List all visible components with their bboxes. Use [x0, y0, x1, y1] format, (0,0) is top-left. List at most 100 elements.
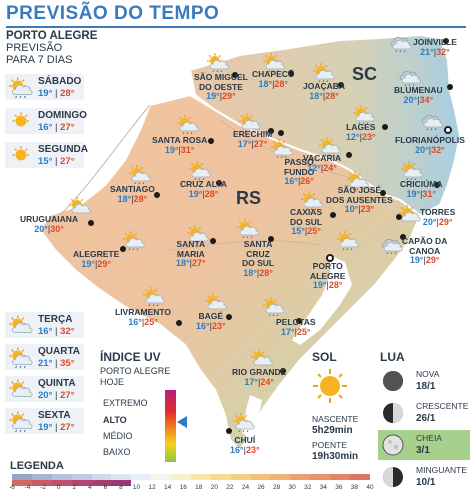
city-marker[interactable]: [280, 368, 286, 374]
city-name: ERECHIM: [233, 129, 273, 139]
city-marker[interactable]: [380, 190, 386, 196]
temperature-color-scale: [12, 474, 370, 486]
city-station: SANTA MARIA 18°|27°: [176, 239, 206, 269]
legend-swatch: [12, 474, 32, 480]
city-marker[interactable]: [444, 126, 452, 134]
city-marker[interactable]: [226, 314, 232, 320]
legend-swatch: [190, 474, 211, 480]
city-marker[interactable]: [330, 212, 336, 218]
city-marker[interactable]: [443, 38, 449, 44]
city-temps: 16°|23°: [196, 320, 226, 331]
sun-rain-icon: [128, 164, 152, 185]
temp-min: 20°: [34, 223, 48, 234]
city-name: LAGES: [346, 122, 376, 132]
city-station: PASSO FUNDO 16°|26°: [284, 157, 314, 187]
city-marker[interactable]: [400, 234, 406, 240]
city-marker[interactable]: [216, 180, 222, 186]
forecast-day-card: TERÇA 16° | 32°: [5, 312, 84, 338]
city-temps: 19°|31°: [164, 144, 195, 155]
city-station: SANTIAGO 18°|28°: [110, 184, 155, 204]
full-moon-icon: [381, 433, 405, 457]
forecast-day-card: SEGUNDA 15° | 27°: [5, 142, 88, 168]
city-name: MARIA: [176, 248, 205, 259]
forecast-day-card: SEXTA 19° | 27°: [5, 408, 84, 434]
temp-max: 28°: [274, 78, 289, 89]
temp-min: 15°: [291, 226, 305, 236]
forecast-line1: PREVISÃO: [6, 42, 63, 54]
legend-swatch: [171, 474, 191, 480]
city-marker[interactable]: [268, 128, 274, 134]
temp-min: 20°: [415, 144, 429, 155]
city-temps: 17°|25°: [280, 326, 311, 337]
city-marker[interactable]: [338, 82, 344, 88]
temp-max: 29°: [425, 255, 440, 265]
sun-rain-icon: [238, 112, 262, 133]
city-station: LIVRAMENTO 16°|25°: [115, 307, 171, 327]
last-quarter-moon-icon: [381, 465, 405, 489]
forecast-day-card: SÁBADO 19° | 28°: [5, 74, 84, 100]
city-marker[interactable]: [176, 320, 182, 326]
uv-level-extremo: EXTREMO: [103, 398, 148, 408]
cloud-rain-icon: [420, 110, 444, 131]
temp-min: 18°: [243, 267, 257, 278]
city-marker[interactable]: [447, 84, 453, 90]
sun-rain-icon: [8, 346, 34, 369]
legend-tick: 24: [241, 484, 250, 491]
legend-tick: 12: [148, 484, 156, 491]
city-marker[interactable]: [226, 428, 232, 434]
city-temps: 19°|31°: [406, 188, 437, 199]
temp-min: 16°: [38, 122, 53, 133]
city-marker[interactable]: [208, 138, 214, 144]
city-marker[interactable]: [278, 130, 284, 136]
city-temps: 18°|27°: [176, 258, 206, 268]
city-marker[interactable]: [120, 246, 126, 252]
city-marker[interactable]: [88, 220, 94, 226]
moon-phase-row: MINGUANTE 10/1: [378, 462, 470, 492]
city-marker[interactable]: [434, 182, 440, 188]
temp-max: 28°: [325, 90, 339, 101]
city-marker[interactable]: [154, 192, 160, 198]
city-temps: 18°|28°: [309, 90, 339, 101]
city-marker[interactable]: [296, 318, 302, 324]
city-station: CHAPECÓ 18°|28°: [252, 69, 295, 89]
city-marker[interactable]: [288, 70, 294, 76]
city-marker[interactable]: [210, 238, 216, 244]
uv-level-baixo: BAIXO: [103, 447, 131, 457]
city-marker[interactable]: [396, 214, 402, 220]
city-name: CRICIÚMA: [400, 179, 443, 189]
legend-swatch: [131, 474, 152, 480]
city-marker[interactable]: [232, 72, 238, 78]
city-station: CHUÍ 16°|23°: [230, 435, 260, 455]
city-name: CAXIAS: [290, 207, 323, 217]
city-name: CAPÃO DA: [402, 236, 448, 246]
city-station: TORRES 20°|29°: [420, 207, 455, 227]
temp-max: 28°: [133, 193, 148, 204]
sun-rain-icon: [300, 190, 324, 211]
sun-rain-icon: [176, 114, 200, 135]
city-marker[interactable]: [346, 152, 352, 158]
city-name: CHUÍ: [234, 435, 256, 445]
city-station: SÃO MIGUEL DO OESTE 19°|29°: [194, 72, 248, 102]
forecast-line2: PARA 7 DIAS: [6, 54, 73, 66]
city-name: DOS AUSENTES: [326, 194, 393, 205]
city-name: BAGÉ: [198, 311, 224, 321]
city-temps: 16°|25°: [128, 316, 158, 327]
city-temps: 18°|28°: [243, 267, 273, 278]
city-marker[interactable]: [326, 254, 334, 262]
forecast-day-name: TERÇA: [38, 314, 73, 325]
city-station: CAPÃO DA CANOA 19°|29°: [402, 236, 448, 266]
city-temps: 19°|29°: [409, 255, 440, 265]
city-marker[interactable]: [382, 124, 388, 130]
city-station: ALEGRETE 19°|29°: [73, 249, 119, 269]
temp-max: 26°: [300, 176, 314, 186]
moon-phase-date: 26/1: [416, 413, 436, 424]
city-station: SÃO JOSÉ DOS AUSENTES 10°|23°: [326, 185, 393, 215]
temp-min: 16°: [128, 316, 142, 327]
temp-max: 27°: [191, 258, 206, 268]
sun-icon: [8, 144, 34, 166]
state-label-rs: RS: [236, 188, 262, 208]
city-marker[interactable]: [268, 236, 274, 242]
temp-max: 24°: [260, 376, 274, 387]
forecast-day-temps: 21° | 35°: [38, 358, 75, 369]
sun-icon: [8, 110, 34, 132]
